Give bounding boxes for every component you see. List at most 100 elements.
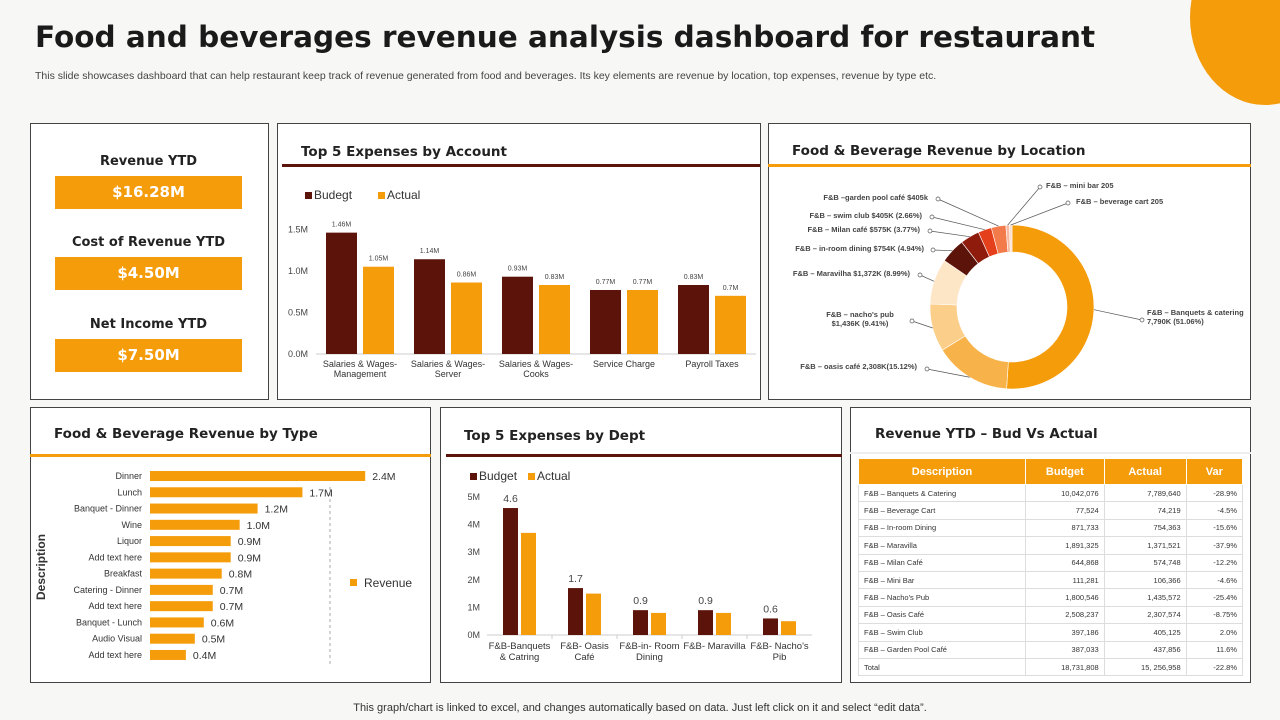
- bar: [781, 621, 796, 635]
- y-tick-label: Dinner: [115, 471, 142, 481]
- table-cell: 1,891,325: [1025, 536, 1105, 555]
- leader-dot: [917, 272, 923, 278]
- data-label: 0.83M: [545, 274, 565, 281]
- table-row: F&B – Swim Club 397,186 405,125 2.0%: [857, 623, 1244, 642]
- table-cell: 77,524: [1025, 501, 1105, 520]
- y-tick-label: Add text here: [88, 650, 142, 660]
- panel: [768, 123, 1251, 400]
- data-label: 1.46M: [332, 222, 352, 229]
- leader-dot: [930, 247, 936, 253]
- legend-label: Actual: [387, 188, 420, 202]
- data-label: 0.83M: [684, 274, 704, 281]
- data-label: 0.8M: [229, 569, 252, 581]
- bar: [150, 487, 303, 498]
- leader-dot: [927, 228, 933, 234]
- table-cell: F&B – Oasis Café: [857, 605, 1027, 625]
- table-cell: F&B – Beverage Cart: [857, 501, 1027, 520]
- bar: [715, 295, 746, 354]
- table-row: F&B – Beverage Cart 77,524 74,219 -4.5%: [857, 501, 1244, 520]
- data-label: 1.2M: [265, 504, 288, 516]
- table-cell: 2,307,574: [1103, 605, 1187, 625]
- column-header: Budget: [1025, 458, 1105, 485]
- bar: [150, 649, 186, 660]
- bar: [716, 612, 731, 635]
- table-cell: -37.9%: [1185, 536, 1244, 555]
- table-row: Total 18,731,808 15, 256,958 -22.8%: [857, 657, 1244, 677]
- bar: [150, 519, 240, 530]
- bar: [451, 282, 482, 354]
- table-row: F&B – Maravilla 1,891,325 1,371,521 -37.9%: [857, 536, 1244, 555]
- x-tick-label: F&B-Banquets & Catring: [488, 641, 551, 663]
- column-header: Var: [1185, 458, 1244, 485]
- bar: [586, 593, 601, 635]
- leader-line: [919, 274, 935, 282]
- data-label: 1.14M: [420, 248, 440, 255]
- y-tick-label: Add text here: [88, 552, 142, 562]
- table-cell: 387,033: [1025, 640, 1105, 659]
- leader-line: [911, 320, 933, 329]
- data-label: 1.0M: [247, 520, 270, 532]
- table-cell: F&B – In-room Dining: [857, 518, 1027, 538]
- table-cell: 871,733: [1025, 518, 1105, 538]
- leader-dot: [924, 366, 930, 372]
- data-label: 1.7: [568, 573, 583, 585]
- title-rule: [282, 164, 760, 167]
- legend-label: Budget: [479, 469, 518, 483]
- x-tick-label: F&B- Maravilla: [683, 641, 746, 652]
- table-cell: 1,435,572: [1103, 588, 1187, 607]
- slice-label: F&B – Milan café $575K (3.77%): [807, 225, 920, 234]
- revenue-table: Description Budget Actual Var F&B – Banquets…: [857, 458, 1244, 677]
- y-tick-label: 1.5M: [288, 224, 308, 234]
- table-cell: -15.6%: [1185, 518, 1244, 538]
- table-cell: 437,856: [1103, 640, 1187, 659]
- panel: [30, 407, 431, 683]
- table-cell: F&B – Nacho's Pub: [857, 588, 1027, 607]
- leader-line: [1007, 186, 1041, 226]
- y-tick-label: Breakfast: [104, 569, 143, 579]
- kpi-value: $7.50M: [55, 339, 242, 372]
- slice-label: F&B – swim club $405K (2.66%): [809, 211, 922, 220]
- bar: [326, 232, 357, 354]
- legend-swatch: [305, 192, 312, 199]
- bar: [363, 266, 394, 354]
- table-cell: 574,748: [1103, 553, 1187, 572]
- table-cell: Total: [857, 657, 1027, 677]
- bar: [150, 633, 195, 644]
- table-cell: 11.6%: [1185, 640, 1244, 659]
- table-row: F&B – Nacho's Pub 1,800,546 1,435,572 -25.4…: [857, 588, 1244, 607]
- leader-line: [931, 216, 985, 230]
- bar: [150, 601, 213, 612]
- legend-label: Budegt: [314, 188, 353, 202]
- slice-label: F&B – Maravilha $1,372K (8.99%): [792, 269, 910, 278]
- table-row: F&B – In-room Dining 871,733 754,363 -15.6%: [857, 518, 1244, 538]
- legend-label: Actual: [537, 469, 570, 483]
- y-tick-label: Lunch: [117, 487, 142, 497]
- leader-dot: [1139, 317, 1145, 323]
- chart-title: Top 5 Expenses by Account: [301, 144, 508, 160]
- kpi-label: Net Income YTD: [89, 317, 208, 332]
- y-tick-label: Audio Visual: [92, 634, 142, 644]
- y-tick-label: 2M: [467, 575, 480, 585]
- table-cell: -25.4%: [1185, 588, 1244, 607]
- table-cell: 74,219: [1103, 501, 1187, 520]
- table-cell: 106,366: [1103, 570, 1187, 590]
- data-label: 1.05M: [369, 256, 389, 263]
- data-label: 2.4M: [372, 471, 395, 483]
- bar: [633, 610, 648, 635]
- data-label: 0.7M: [220, 585, 243, 597]
- y-tick-label: 0.0M: [288, 349, 308, 359]
- y-tick-label: Liquor: [117, 536, 142, 546]
- chart-title: Food & Beverage Revenue by Location: [792, 143, 1086, 159]
- y-tick-label: 4M: [467, 520, 480, 530]
- data-label: 0.6M: [211, 617, 234, 629]
- x-tick-label: F&B-in- Room Dining: [619, 641, 680, 663]
- table-cell: 2.0%: [1185, 623, 1244, 642]
- x-tick-label: Salaries & Wages- Management: [322, 359, 398, 380]
- slice-label: F&B – Banquets & catering 7,790K (51.06%…: [1147, 308, 1244, 326]
- table-cell: F&B – Banquets & Catering: [857, 483, 1027, 503]
- title-rule: [30, 454, 431, 457]
- table-cell: -12.2%: [1185, 553, 1244, 572]
- data-label: 4.6: [503, 493, 518, 505]
- y-tick-label: Banquet - Lunch: [76, 617, 142, 627]
